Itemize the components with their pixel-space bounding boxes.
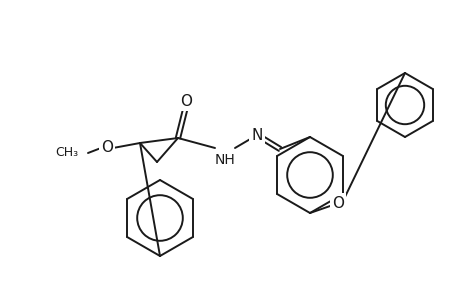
Text: O: O xyxy=(101,140,113,155)
Text: O: O xyxy=(331,196,343,211)
Text: O: O xyxy=(179,94,191,109)
Text: N: N xyxy=(251,128,262,143)
Text: NH: NH xyxy=(214,153,235,167)
Text: CH₃: CH₃ xyxy=(55,146,78,160)
